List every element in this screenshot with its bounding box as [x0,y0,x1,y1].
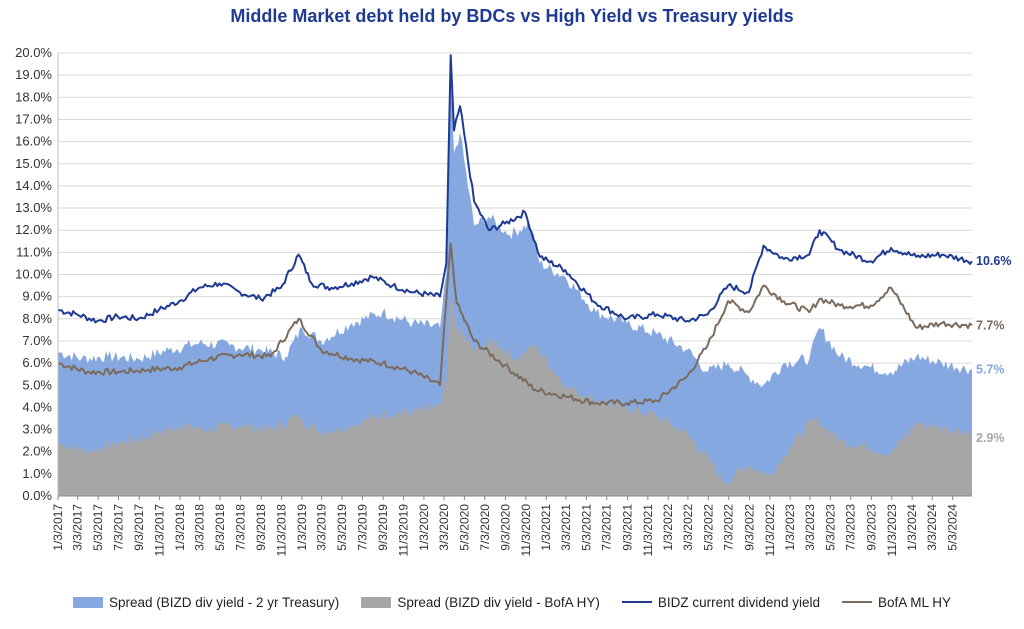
x-tick-label: 9/3/2021 [620,504,634,551]
x-tick-label: 5/3/2022 [701,504,715,551]
label-layer: 5.7% 2.9% 10.6% 7.7% [976,254,1011,445]
x-tick-label: 11/3/2017 [153,504,167,557]
y-tick-label: 20.0% [15,45,52,60]
x-tick-label: 9/3/2018 [254,504,268,551]
x-tick-label: 3/3/2021 [559,504,573,551]
legend-item-0: Spread (BIZD div yield - 2 yr Treasury) [72,594,340,610]
y-tick-label: 18.0% [15,89,52,104]
area-layer [58,79,972,496]
y-tick-label: 4.0% [22,399,52,414]
line-series-3 [57,242,973,407]
x-tick-label: 5/3/2024 [946,504,960,551]
x-tick-label: 11/3/2022 [763,504,777,557]
area-series-0 [58,79,972,496]
x-tick-label: 9/3/2020 [498,504,512,551]
x-tick-label: 5/3/2018 [213,504,227,551]
x-tick-label: 11/3/2023 [885,504,899,557]
y-tick-label: 2.0% [22,444,52,459]
x-tick-label: 5/3/2021 [579,504,593,551]
x-tick-label: 5/3/2023 [823,504,837,551]
x-tick-label: 3/3/2022 [681,504,695,551]
y-tick-label: 3.0% [22,422,52,437]
y-tick-label: 11.0% [16,244,52,259]
legend-swatch [72,596,103,608]
x-tick-label: 5/3/2020 [457,504,471,551]
x-tick-label: 1/3/2019 [295,504,309,551]
x-tick-label: 7/3/2017 [111,504,125,551]
area-series-1 [58,296,972,496]
legend-label: BofA ML HY [877,594,951,610]
x-tick-label: 7/3/2022 [722,504,736,551]
x-tick-label: 11/3/2019 [397,504,411,557]
y-tick-label: 1.0% [22,466,52,481]
x-tick-label: 3/3/2020 [437,504,451,551]
x-tick-label: 5/3/2019 [335,504,349,551]
y-tick-label: 16.0% [15,134,52,149]
legend-label: Spread (BIZD div yield - 2 yr Treasury) [108,594,340,610]
legend-item-1: Spread (BIZD div yield - BofA HY) [361,595,600,610]
legend: Spread (BIZD div yield - 2 yr Treasury) S… [0,592,1024,612]
end-label-3: 7.7% [976,318,1005,332]
end-label-0: 5.7% [976,363,1005,377]
legend-swatch [621,601,652,603]
x-tick-label: 11/3/2018 [275,504,289,557]
y-tick-label: 12.0% [15,222,52,237]
y-tick-label: 14.0% [15,178,52,193]
x-tick-label: 7/3/2021 [600,504,614,551]
legend-swatch [361,596,392,608]
y-tick-label: 9.0% [22,289,52,304]
x-tick-label: 11/3/2020 [519,504,533,557]
x-tick-label: 1/3/2018 [173,504,187,551]
y-tick-label: 19.0% [15,67,52,82]
end-label-1: 2.9% [976,431,1005,445]
x-tick-label: 5/3/2017 [91,504,105,551]
y-tick-label: 5.0% [22,377,52,392]
line-layer [57,54,973,407]
x-tick-label: 9/3/2019 [376,504,390,551]
y-tick-label: 13.0% [15,200,52,215]
x-tick-label: 3/3/2017 [71,504,85,551]
chart-title: Middle Market debt held by BDCs vs High … [230,6,794,26]
x-tick-label: 3/3/2023 [803,504,817,551]
legend-swatch [841,601,872,603]
x-tick-label: 7/3/2020 [478,504,492,551]
y-tick-label: 6.0% [22,355,52,370]
x-tick-label: 7/3/2023 [844,504,858,551]
x-tick-label: 1/3/2021 [539,504,553,551]
x-tick-label: 9/3/2017 [132,504,146,551]
x-tick-label: 3/3/2024 [925,504,939,551]
axis-layer: 0.0% 1.0% 2.0% 3.0% 4.0% 5.0% 6.0% 7.0% 8.0% 9.0%… [15,45,972,557]
x-tick-label: 1/3/2022 [661,504,675,551]
x-tick-label: 1/3/2024 [905,504,919,551]
legend-item-2: BIDZ current dividend yield [621,594,820,610]
x-tick-label: 1/3/2020 [417,504,431,551]
line-series-2 [57,54,973,324]
legend-item-3: BofA ML HY [841,594,951,610]
y-tick-label: 17.0% [15,111,52,126]
y-tick-label: 7.0% [22,333,52,348]
x-tick-label: 1/3/2017 [51,504,65,551]
x-tick-label: 3/3/2018 [193,504,207,551]
x-tick-label: 3/3/2019 [315,504,329,551]
x-tick-label: 11/3/2021 [641,504,655,557]
legend-label: BIDZ current dividend yield [657,594,820,610]
x-tick-label: 7/3/2018 [233,504,247,551]
y-tick-label: 10.0% [15,267,52,282]
y-tick-label: 15.0% [15,156,52,171]
x-tick-label: 9/3/2023 [864,504,878,551]
end-label-2: 10.6% [976,254,1011,268]
y-tick-label: 8.0% [22,311,52,326]
x-tick-label: 7/3/2019 [355,504,369,551]
x-tick-label: 1/3/2023 [783,504,797,551]
x-tick-label: 9/3/2022 [742,504,756,551]
y-tick-label: 0.0% [22,488,52,503]
legend-label: Spread (BIZD div yield - BofA HY) [397,594,600,610]
